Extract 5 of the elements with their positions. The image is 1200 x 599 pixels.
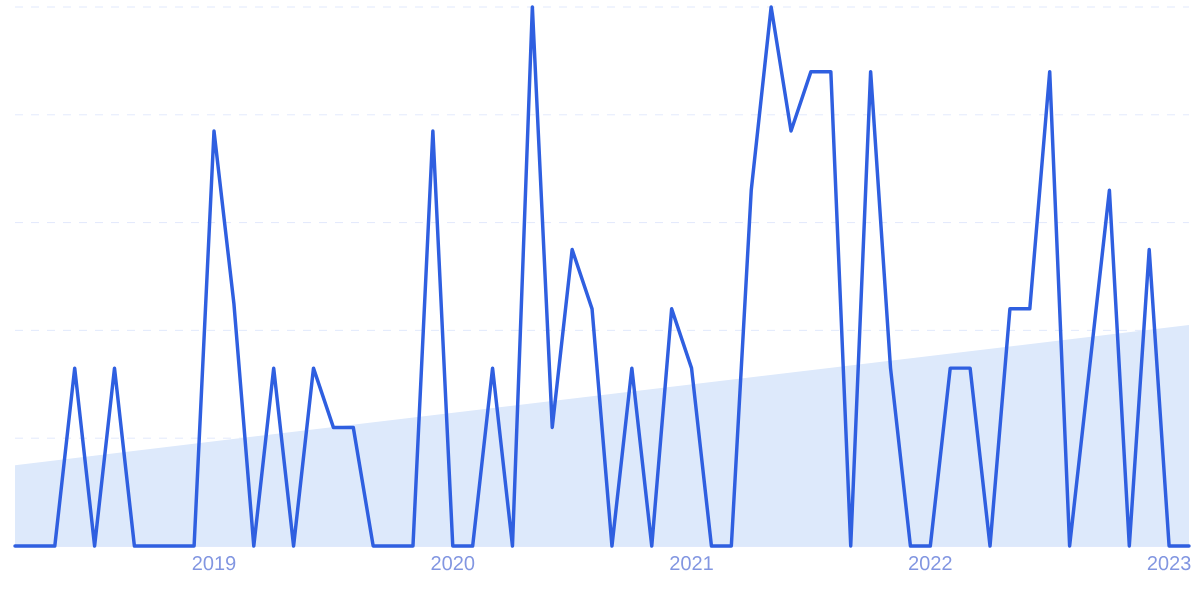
x-tick-label: 2019: [192, 556, 236, 571]
x-tick-label: 2020: [431, 556, 475, 571]
x-tick-label: 2023: [1147, 556, 1191, 571]
x-tick-label: 2022: [909, 556, 952, 571]
x-tick-label: 2021: [670, 556, 713, 571]
